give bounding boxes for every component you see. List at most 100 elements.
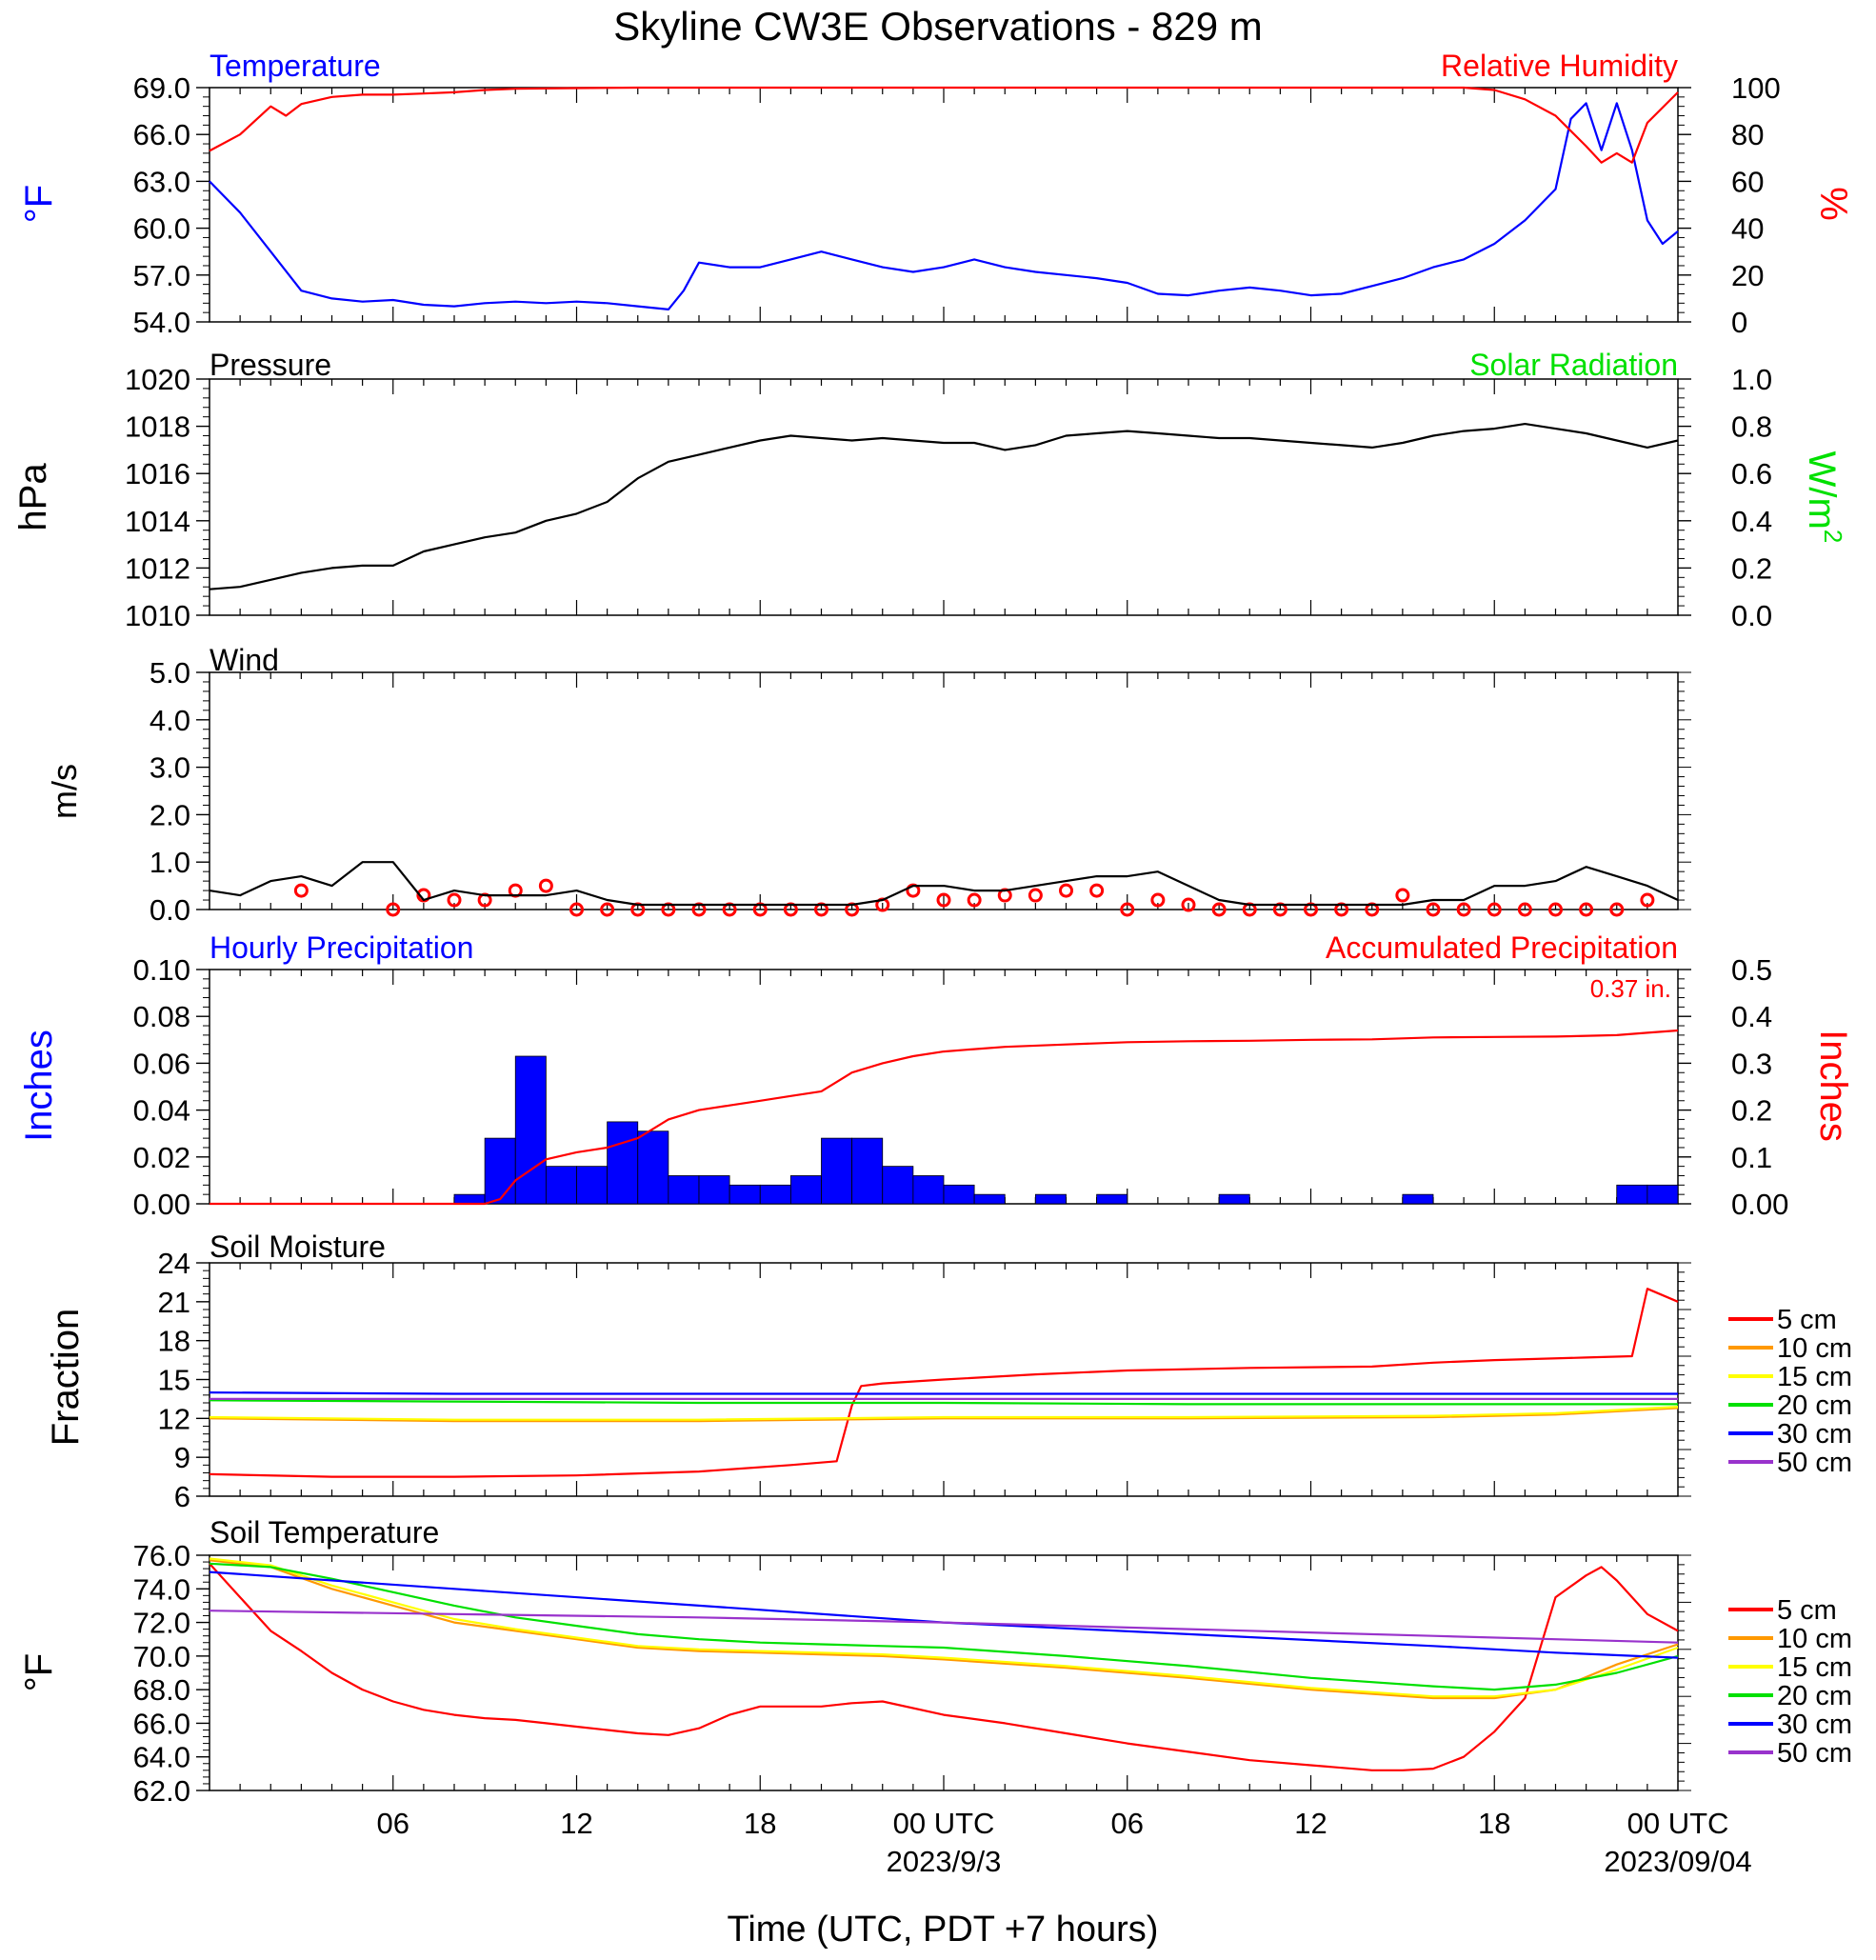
temperature-title: Temperature <box>210 49 381 83</box>
solar-radiation-unit: W/m2 <box>1801 451 1847 544</box>
precip-bar <box>668 1175 700 1205</box>
y-tick-label-left: 3.0 <box>150 751 190 785</box>
y-tick-label-left: 4.0 <box>150 704 190 737</box>
panel-soil_temperature: 62.064.066.068.070.072.074.076.0 <box>133 1539 1691 1808</box>
y-tick-label-left: 1014 <box>125 505 190 538</box>
y-tick-label-left: 63.0 <box>133 165 190 198</box>
x-tick-label: 06 <box>1111 1807 1144 1840</box>
y-tick-label-left: 0.0 <box>150 893 190 927</box>
series-line <box>209 1407 1679 1423</box>
pressure-unit: hPa <box>12 463 54 531</box>
legend-label: 10 cm <box>1777 1624 1852 1654</box>
precip-total-label: 0.37 in. <box>1590 974 1671 1003</box>
legend-label: 50 cm <box>1777 1738 1852 1769</box>
precip-bar <box>1218 1193 1250 1205</box>
y-tick-label-left: 68.0 <box>133 1673 190 1707</box>
legend-label: 50 cm <box>1777 1448 1852 1478</box>
y-tick-label-left: 1016 <box>125 457 190 490</box>
wind-direction-marker <box>1089 883 1105 898</box>
x-tick-label: 18 <box>1478 1807 1510 1840</box>
y-tick-label-left: 66.0 <box>133 118 190 151</box>
series-line <box>210 1029 1679 1206</box>
series-line <box>209 1399 1678 1406</box>
wind-direction-marker <box>936 892 951 908</box>
y-tick-label-left: 74.0 <box>133 1572 190 1606</box>
precip-bar <box>484 1137 516 1205</box>
accumulated-precip-title: Accumulated Precipitation <box>1326 930 1678 965</box>
humidity-title: Relative Humidity <box>1441 49 1678 83</box>
soil-temperature-title: Soil Temperature <box>210 1515 439 1550</box>
y-tick-label-right: 0.4 <box>1731 1000 1772 1033</box>
y-tick-label-left: 15 <box>158 1364 190 1397</box>
y-tick-label-right: 0.2 <box>1731 1094 1772 1128</box>
y-tick-label-right: 1.0 <box>1731 363 1772 396</box>
y-tick-label-left: 1010 <box>125 599 190 632</box>
series-line <box>209 1559 1679 1700</box>
wind-direction-marker <box>1028 888 1043 903</box>
y-tick-label-left: 57.0 <box>133 259 190 292</box>
y-tick-label-right: 20 <box>1731 259 1764 292</box>
series-line <box>209 1562 1679 1691</box>
accumulated-precip-unit: Inches <box>1812 1030 1854 1142</box>
y-tick-label-right: 0.3 <box>1731 1047 1772 1080</box>
precip-bar <box>1616 1184 1648 1205</box>
y-tick-label-left: 6 <box>174 1480 190 1513</box>
y-tick-label-left: 0.02 <box>133 1141 190 1174</box>
y-tick-label-left: 2.0 <box>150 798 190 831</box>
panel-frame <box>209 1554 1679 1791</box>
y-tick-label-left: 0.06 <box>133 1047 190 1080</box>
precip-bar <box>607 1121 639 1205</box>
solar-radiation-unit-exponent: 2 <box>1819 530 1847 543</box>
series-line <box>209 1390 1678 1395</box>
series-line <box>209 1557 1679 1698</box>
solar-radiation-unit-base: W/m <box>1801 451 1843 530</box>
soil-moisture-unit: Fraction <box>45 1309 87 1447</box>
y-tick-label-left: 5.0 <box>150 656 190 690</box>
series-line <box>209 423 1679 590</box>
wind-direction-marker <box>447 892 462 908</box>
y-tick-label-left: 0.04 <box>133 1094 190 1128</box>
y-tick-label-right: 0.6 <box>1731 457 1772 490</box>
precip-bar <box>514 1055 547 1205</box>
wind-direction-marker <box>1395 888 1410 903</box>
x-date-label: 2023/09/04 <box>1604 1845 1751 1878</box>
series-line <box>209 861 1679 907</box>
precip-bar <box>882 1166 914 1205</box>
y-tick-label-left: 1020 <box>125 363 190 396</box>
legend-label: 15 cm <box>1777 1652 1852 1683</box>
x-tick-label: 18 <box>744 1807 776 1840</box>
legend-label: 30 cm <box>1777 1710 1852 1740</box>
chart-title: Skyline CW3E Observations - 829 m <box>613 4 1263 49</box>
wind-direction-marker <box>1426 902 1441 917</box>
y-tick-label-left: 18 <box>158 1325 190 1358</box>
y-tick-label-left: 0.00 <box>133 1188 190 1221</box>
wind-direction-marker <box>1517 902 1532 917</box>
x-tick-label: 12 <box>1294 1807 1327 1840</box>
y-tick-label-left: 12 <box>158 1402 190 1435</box>
wind-direction-marker <box>1487 902 1502 917</box>
pressure-title: Pressure <box>210 348 331 382</box>
panel-precip: 0.00 0.02 0.04 0.06 0.08 0.10 0.00 0.1 0.2 0.3 0.4… <box>133 953 1789 1221</box>
solar-radiation-title: Solar Radiation <box>1469 348 1678 382</box>
y-tick-label-left: 70.0 <box>133 1640 190 1673</box>
precip-bar <box>1034 1193 1067 1205</box>
series-line <box>209 1288 1679 1478</box>
series-line <box>209 1406 1679 1421</box>
wind-direction-marker <box>600 902 615 917</box>
plot-layer: 54.057.060.063.066.069.00204060801001010… <box>125 71 1852 1878</box>
legend-label: 15 cm <box>1777 1362 1852 1392</box>
precip-bar <box>759 1184 791 1205</box>
panel-temp_rh: 54.0 57.0 60.0 63.0 66.0 69.0 0 20 40 60 80 100 <box>133 71 1781 339</box>
series-line <box>209 86 1679 164</box>
series-line <box>209 1610 1679 1644</box>
y-tick-label-left: 72.0 <box>133 1607 190 1640</box>
hourly-precip-unit: Inches <box>18 1030 60 1142</box>
wind-direction-marker <box>1609 902 1625 917</box>
wind-direction-marker <box>1059 883 1073 898</box>
precip-bar <box>576 1166 609 1205</box>
y-tick-label-right: 0 <box>1731 306 1747 339</box>
wind-direction-marker <box>1579 902 1594 917</box>
wind-direction-marker <box>1456 902 1471 917</box>
y-tick-label-right: 0.00 <box>1731 1188 1788 1221</box>
legend-label: 30 cm <box>1777 1419 1852 1450</box>
